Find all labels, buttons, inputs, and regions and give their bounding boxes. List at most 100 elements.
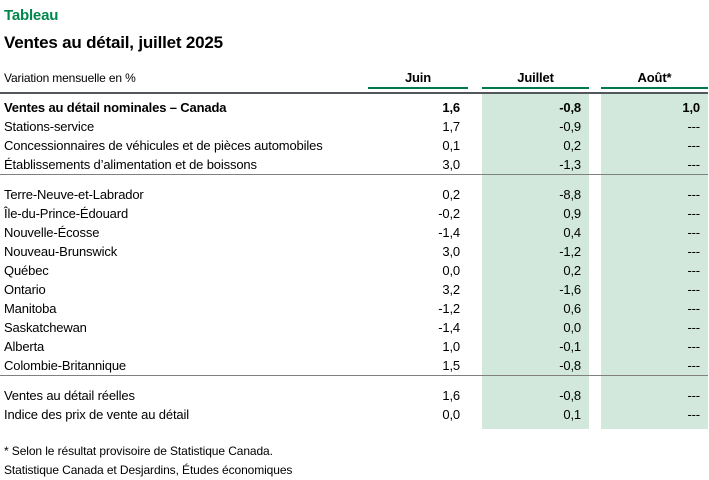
- column-gap: [589, 299, 601, 318]
- column-gap: [468, 98, 482, 117]
- column-gap: [468, 155, 482, 175]
- column-gap: [589, 55, 601, 88]
- column-gap: [589, 155, 601, 175]
- table-row: Établissements d’alimentation et de bois…: [0, 155, 708, 175]
- cell-juin: 3,0: [442, 244, 460, 259]
- header-rule: [0, 88, 708, 94]
- footnote-source: Statistique Canada et Desjardins, Études…: [4, 463, 293, 477]
- cell-juin: 1,7: [442, 119, 460, 134]
- cell-juin: 0,0: [442, 407, 460, 422]
- table-row: Alberta 1,0 -0,1 ---: [0, 337, 708, 356]
- column-gap: [468, 204, 482, 223]
- cell-juillet: -1,6: [482, 280, 589, 299]
- column-gap: [468, 242, 482, 261]
- cell-juillet: -8,8: [482, 185, 589, 204]
- column-gap: [589, 261, 601, 280]
- cell-juin: 3,2: [442, 282, 460, 297]
- cell-aout: ---: [601, 386, 708, 405]
- cell-juillet: 0,9: [482, 204, 589, 223]
- column-gap: [589, 386, 601, 405]
- table-row: Nouvelle-Écosse -1,4 0,4 ---: [0, 223, 708, 242]
- section-separator-row: [0, 174, 708, 185]
- column-gap: [468, 55, 482, 88]
- cell-juillet: 0,0: [482, 318, 589, 337]
- cell-aout: ---: [601, 337, 708, 356]
- footnote-provisional: * Selon le résultat provisoire de Statis…: [4, 444, 273, 458]
- row-label: Ventes au détail réelles: [4, 388, 135, 403]
- cell-aout: ---: [601, 242, 708, 261]
- row-label: Manitoba: [4, 301, 57, 316]
- cell-aout: ---: [601, 299, 708, 318]
- column-gap: [468, 223, 482, 242]
- table-row: Nouveau-Brunswick 3,0 -1,2 ---: [0, 242, 708, 261]
- cell-juillet: -0,8: [482, 386, 589, 405]
- cell-aout: ---: [601, 318, 708, 337]
- row-label: Stations-service: [4, 119, 95, 134]
- column-gap: [468, 136, 482, 155]
- column-gap: [589, 356, 601, 376]
- column-gap: [468, 405, 482, 424]
- row-label: Ventes au détail nominales – Canada: [4, 100, 227, 115]
- cell-aout: ---: [601, 356, 708, 376]
- table-row: Ventes au détail nominales – Canada 1,6 -0…: [0, 98, 708, 117]
- cell-juin: 1,0: [442, 339, 460, 354]
- column-gap: [589, 204, 601, 223]
- table-row: Concessionnaires de véhicules et de pièc…: [0, 136, 708, 155]
- cell-juin: 1,6: [442, 100, 460, 115]
- column-gap: [468, 185, 482, 204]
- column-gap: [468, 117, 482, 136]
- unit-label: Variation mensuelle en %: [4, 71, 136, 85]
- cell-aout: ---: [601, 405, 708, 424]
- row-label: Concessionnaires de véhicules et de pièc…: [4, 138, 323, 153]
- column-gap: [468, 337, 482, 356]
- cell-juillet: -0,8: [482, 356, 589, 376]
- footnotes: * Selon le résultat provisoire de Statis…: [4, 442, 709, 480]
- table-row: Ventes au détail réelles 1,6 -0,8 ---: [0, 386, 708, 405]
- table-row: Colombie-Britannique 1,5 -0,8 ---: [0, 356, 708, 376]
- section-separator-row: [0, 375, 708, 386]
- cell-juillet: -1,3: [482, 155, 589, 175]
- row-label: Établissements d’alimentation et de bois…: [4, 157, 257, 172]
- column-gap: [468, 356, 482, 376]
- column-gap: [589, 337, 601, 356]
- column-gap: [589, 223, 601, 242]
- cell-aout: ---: [601, 204, 708, 223]
- cell-juin: 1,6: [442, 388, 460, 403]
- cell-juin: 3,0: [442, 157, 460, 172]
- cell-juillet: 0,1: [482, 405, 589, 424]
- row-label: Nouveau-Brunswick: [4, 244, 118, 259]
- cell-aout: ---: [601, 155, 708, 175]
- cell-juin: -0,2: [438, 206, 460, 221]
- cell-aout: ---: [601, 280, 708, 299]
- table-row: Stations-service 1,7 -0,9 ---: [0, 117, 708, 136]
- cell-juillet: -0,8: [482, 98, 589, 117]
- header-gap-row: [0, 93, 708, 98]
- cell-aout: 1,0: [601, 98, 708, 117]
- column-gap: [468, 386, 482, 405]
- row-label: Québec: [4, 263, 49, 278]
- table-body: Ventes au détail nominales – Canada 1,6 -0…: [0, 93, 708, 429]
- table-row: Indice des prix de vente au détail 0,0 0,1…: [0, 405, 708, 424]
- column-gap: [468, 299, 482, 318]
- column-gap: [589, 185, 601, 204]
- table-row: Manitoba -1,2 0,6 ---: [0, 299, 708, 318]
- cell-aout: ---: [601, 223, 708, 242]
- column-header-juin: Juin: [368, 55, 468, 89]
- table-row: Île-du-Prince-Édouard -0,2 0,9 ---: [0, 204, 708, 223]
- column-gap: [589, 318, 601, 337]
- table-row: Ontario 3,2 -1,6 ---: [0, 280, 708, 299]
- figure-title: Ventes au détail, juillet 2025: [4, 33, 223, 52]
- figure-kicker: Tableau: [4, 7, 59, 24]
- column-gap: [589, 405, 601, 424]
- cell-juin: -1,4: [438, 225, 460, 240]
- row-label: Colombie-Britannique: [4, 358, 127, 373]
- table-row: Saskatchewan -1,4 0,0 ---: [0, 318, 708, 337]
- cell-juin: 1,5: [442, 358, 460, 373]
- column-gap: [589, 98, 601, 117]
- row-label: Ontario: [4, 282, 46, 297]
- cell-aout: ---: [601, 117, 708, 136]
- column-header-row: Variation mensuelle en % Juin Juillet Ao…: [0, 55, 708, 89]
- column-gap: [589, 117, 601, 136]
- table-row: Québec 0,0 0,2 ---: [0, 261, 708, 280]
- cell-juillet: -1,2: [482, 242, 589, 261]
